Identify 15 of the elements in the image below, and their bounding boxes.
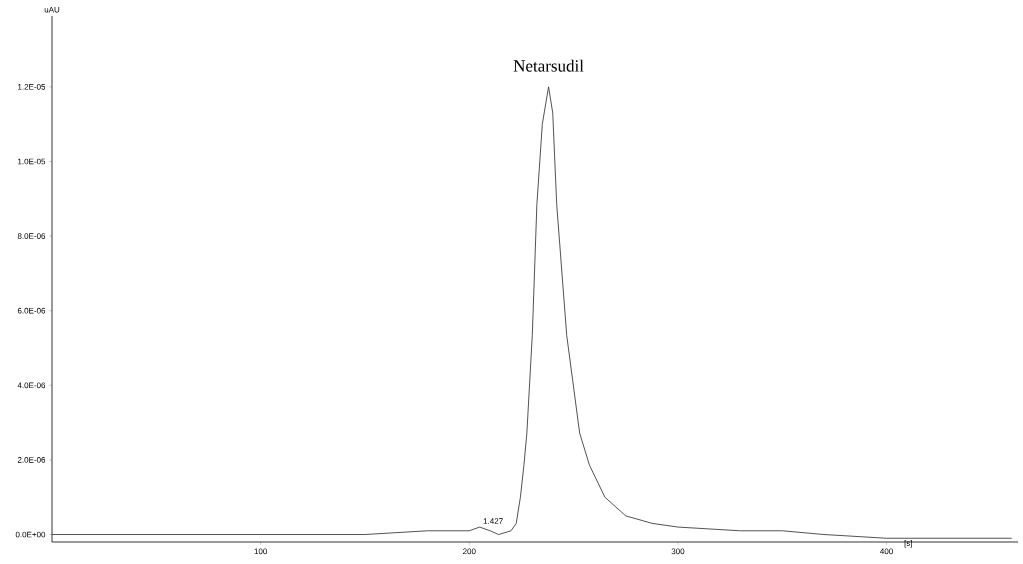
y-tick-label: 0.0E+00 — [15, 531, 46, 538]
x-tick-label: 300 — [671, 548, 685, 555]
x-tick-label: 400 — [880, 548, 893, 555]
x-tick-label: 200 — [463, 548, 476, 555]
x-axis-title: [s] — [904, 540, 912, 548]
y-tick-label: 8.0E-06 — [17, 233, 46, 239]
y-tick-label: 1.0E-05 — [18, 158, 46, 165]
y-tick-label: 6.0E-06 — [17, 307, 46, 314]
y-tick-label: 1.2E-05 — [18, 84, 46, 90]
annotation: 1.427 — [483, 518, 503, 524]
annotation: Netarsudil — [513, 59, 584, 72]
y-axis-title: uAU — [44, 6, 60, 13]
y-tick-label: 2.0E-06 — [17, 457, 46, 463]
x-tick-label: 100 — [254, 548, 268, 555]
y-tick-label: 4.0E-06 — [17, 382, 46, 389]
